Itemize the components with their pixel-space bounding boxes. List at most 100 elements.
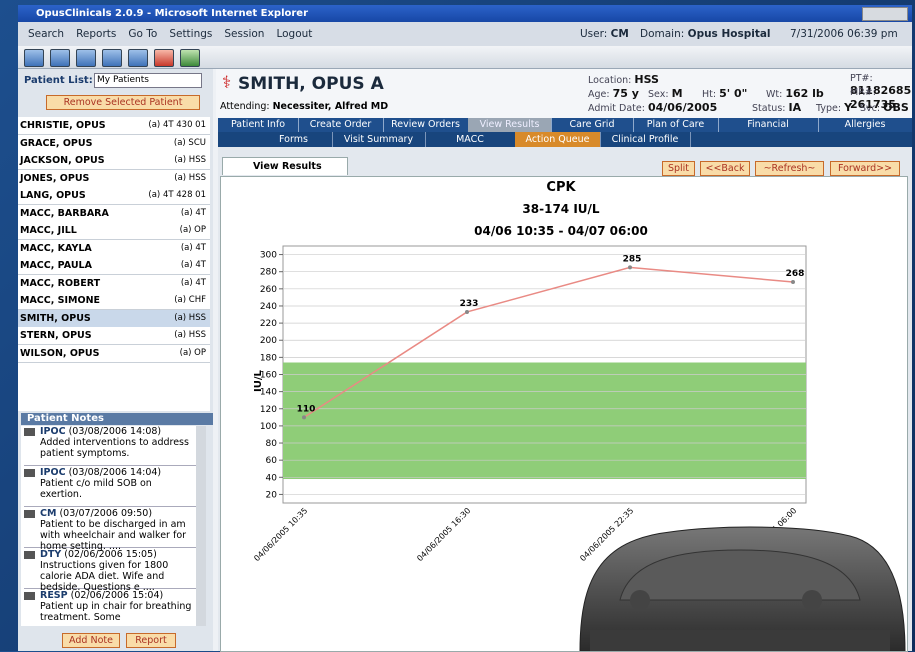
y-tick-label: 40 bbox=[266, 473, 278, 483]
tool-icon[interactable] bbox=[154, 49, 174, 67]
patient-row[interactable]: MACC, BARBARA(a) 4T bbox=[18, 205, 210, 223]
patient-name: SMITH, OPUS bbox=[18, 313, 91, 324]
patient-location: (a) HSS bbox=[174, 310, 206, 327]
tab[interactable]: Visit Summary bbox=[332, 132, 426, 147]
menu-items: Search Reports Go To Settings Session Logout bbox=[28, 22, 324, 46]
results-button[interactable]: Forward>> bbox=[830, 161, 900, 176]
results-button[interactable]: ~Refresh~ bbox=[755, 161, 824, 176]
patient-row[interactable]: MACC, KAYLA(a) 4T bbox=[18, 240, 210, 258]
tab[interactable]: Plan of Care bbox=[633, 118, 719, 132]
patient-location: (a) HSS bbox=[174, 327, 206, 344]
tool-icon[interactable] bbox=[180, 49, 200, 67]
patient-field: Age: 75 y bbox=[588, 87, 639, 100]
patient-name: SMITH, OPUS A bbox=[238, 74, 384, 94]
patient-row[interactable]: MACC, PAULA (a) 4T bbox=[18, 257, 210, 275]
note-time: (03/08/2006 14:04) bbox=[69, 467, 162, 478]
patient-row[interactable]: STERN, OPUS (a) HSS bbox=[18, 327, 210, 345]
patient-row[interactable]: MACC, JILL(a) OP bbox=[18, 222, 210, 240]
y-tick-label: 60 bbox=[266, 456, 278, 466]
tool-icon[interactable] bbox=[102, 49, 122, 67]
window-controls[interactable] bbox=[862, 7, 908, 21]
patient-name: MACC, KAYLA bbox=[18, 243, 92, 254]
menu-item[interactable]: Settings bbox=[169, 28, 212, 40]
menu-item[interactable]: Logout bbox=[276, 28, 312, 40]
patient-row[interactable]: CHRISTIE, OPUS(a) 4T 430 01 bbox=[18, 117, 210, 135]
patient-row[interactable]: MACC, ROBERT(a) 4T bbox=[18, 275, 210, 293]
tab-row: Patient InfoCreate OrderReview OrdersVie… bbox=[218, 118, 912, 132]
patient-name: GRACE, OPUS bbox=[18, 138, 92, 149]
tab[interactable]: Clinical Profile bbox=[600, 132, 691, 147]
patient-name: STERN, OPUS bbox=[18, 330, 92, 341]
remove-patient-button[interactable]: Remove Selected Patient bbox=[46, 95, 200, 110]
patient-location: (a) 4T bbox=[181, 275, 206, 292]
caduceus-icon: ⚕ bbox=[222, 73, 231, 93]
patient-row[interactable]: JACKSON, OPUS(a) HSS bbox=[18, 152, 210, 170]
add-note-button[interactable]: Add Note bbox=[62, 633, 120, 648]
tool-icon[interactable] bbox=[50, 49, 70, 67]
user-label: User: bbox=[580, 28, 607, 40]
patient-filter[interactable]: My Patients bbox=[94, 73, 202, 88]
note: RESP (02/06/2006 15:04)Patient up in cha… bbox=[24, 590, 196, 626]
patient-location: (a) 4T bbox=[181, 257, 206, 274]
tab[interactable]: Create Order bbox=[298, 118, 384, 132]
patient-field: Type: Y bbox=[816, 101, 852, 114]
results-button[interactable]: Split bbox=[662, 161, 695, 176]
note-icon bbox=[24, 428, 35, 436]
menu-item[interactable]: Session bbox=[224, 28, 264, 40]
y-tick-label: 240 bbox=[260, 302, 277, 312]
note-icon bbox=[24, 551, 35, 559]
y-tick-label: 300 bbox=[260, 251, 277, 261]
menu-item[interactable]: Search bbox=[28, 28, 64, 40]
note-type: CM bbox=[40, 508, 56, 519]
patient-row[interactable]: MACC, SIMONE(a) CHF bbox=[18, 292, 210, 310]
phone-device bbox=[560, 520, 915, 651]
y-tick-label: 120 bbox=[260, 405, 277, 415]
domain: Domain: Opus Hospital bbox=[640, 22, 771, 46]
note-icon bbox=[24, 592, 35, 600]
field-value: 5' 0" bbox=[719, 87, 747, 100]
field-label: Ht: bbox=[702, 89, 716, 100]
tab[interactable]: MACC bbox=[425, 132, 516, 147]
patient-row[interactable]: GRACE, OPUS(a) SCU bbox=[18, 135, 210, 153]
tab[interactable]: Allergies bbox=[818, 118, 912, 132]
page: OpusClinicals 2.0.9 - Microsoft Internet… bbox=[0, 0, 915, 651]
patient-name: MACC, PAULA bbox=[18, 260, 92, 271]
tab[interactable]: Action Queue bbox=[515, 132, 601, 147]
field-value: 162 lb bbox=[785, 87, 823, 100]
menu-bar: SearchReportsGo ToSettingsSessionLogout … bbox=[18, 22, 912, 46]
patient-name: WILSON, OPUS bbox=[18, 348, 99, 359]
user-value: CM bbox=[611, 28, 629, 40]
tool-icon[interactable] bbox=[128, 49, 148, 67]
scrollbar[interactable] bbox=[196, 426, 206, 626]
tab[interactable]: Review Orders bbox=[383, 118, 469, 132]
tool-icon[interactable] bbox=[24, 49, 44, 67]
results-tab[interactable]: View Results bbox=[222, 157, 348, 175]
patient-row[interactable]: LANG, OPUS(a) 4T 428 01 bbox=[18, 187, 210, 205]
user: User: CM bbox=[580, 22, 629, 46]
field-label: Sex: bbox=[648, 89, 669, 100]
field-label: Wt: bbox=[766, 89, 782, 100]
note: IPOC (03/08/2006 14:04)Patient c/o mild … bbox=[24, 467, 196, 507]
field-label: MR#: bbox=[850, 87, 876, 98]
patient-location: (a) OP bbox=[180, 222, 206, 239]
patient-field: Ht: 5' 0" bbox=[702, 87, 747, 100]
patient-row[interactable]: JONES, OPUS(a) HSS bbox=[18, 170, 210, 188]
tool-icon[interactable] bbox=[76, 49, 96, 67]
window-title: OpusClinicals 2.0.9 - Microsoft Internet… bbox=[36, 8, 308, 19]
note-time: (03/07/2006 09:50) bbox=[59, 508, 152, 519]
menu-item[interactable]: Reports bbox=[76, 28, 116, 40]
tab[interactable]: Patient Info bbox=[218, 118, 299, 132]
patient-location: (a) 4T 430 01 bbox=[148, 117, 206, 134]
tab[interactable]: Forms bbox=[255, 132, 333, 147]
attending: Attending: Necessiter, Alfred MD bbox=[220, 101, 388, 112]
tab[interactable]: Care Grid bbox=[551, 118, 634, 132]
value-label: 285 bbox=[623, 254, 642, 264]
report-button[interactable]: Report bbox=[126, 633, 176, 648]
patient-name: JACKSON, OPUS bbox=[18, 155, 105, 166]
results-button[interactable]: <<Back bbox=[700, 161, 750, 176]
patient-row[interactable]: WILSON, OPUS(a) OP bbox=[18, 345, 210, 363]
patient-row[interactable]: SMITH, OPUS (a) HSS bbox=[18, 310, 210, 328]
tab[interactable]: View Results bbox=[468, 118, 552, 132]
menu-item[interactable]: Go To bbox=[128, 28, 157, 40]
tab[interactable]: Financial bbox=[718, 118, 819, 132]
